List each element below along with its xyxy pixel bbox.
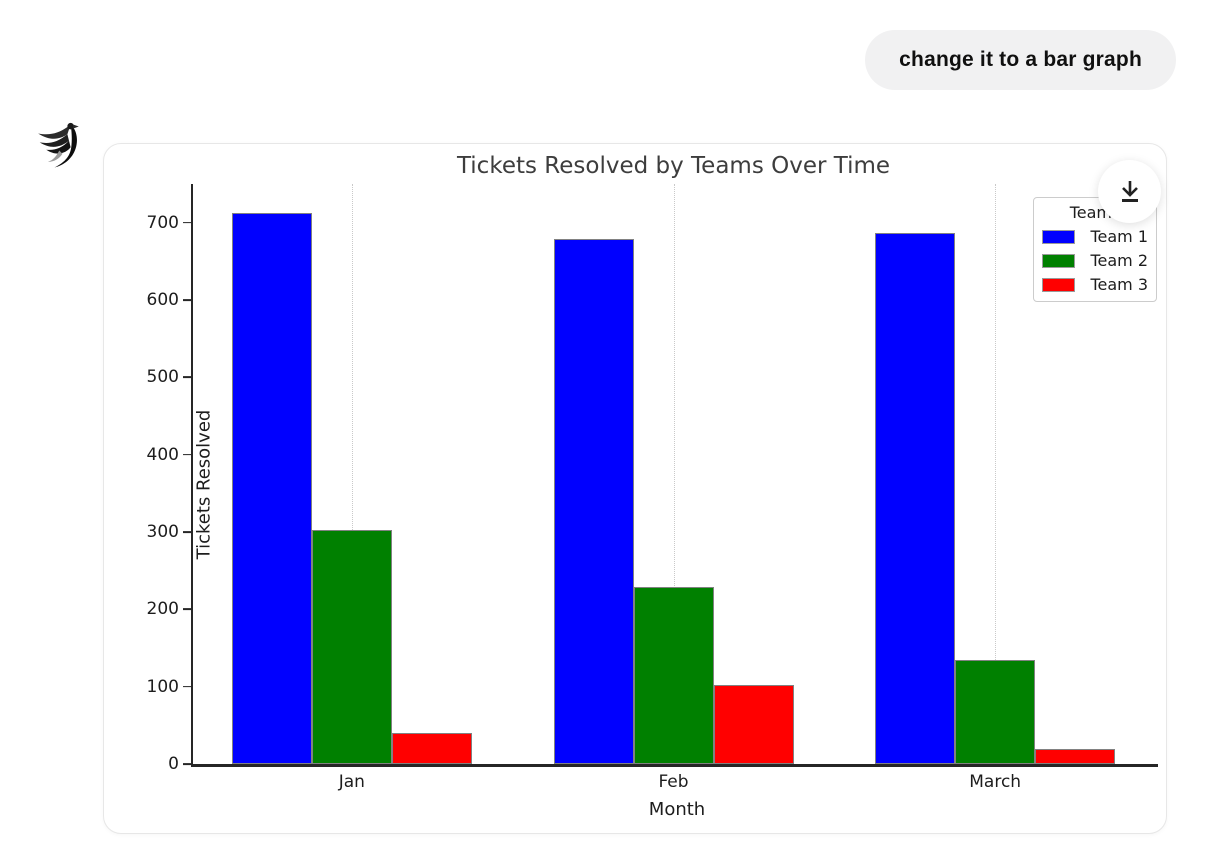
legend-swatch xyxy=(1042,277,1075,292)
y-tick-mark xyxy=(183,685,191,688)
y-tick-mark xyxy=(183,299,191,301)
legend-label: Team 3 xyxy=(1090,275,1148,294)
bar-team-3-march xyxy=(1035,749,1116,764)
x-tick-label: Jan xyxy=(338,772,365,792)
bar-team-1-jan xyxy=(231,213,312,764)
download-icon xyxy=(1121,180,1138,202)
legend-item: Team 2 xyxy=(1042,251,1148,270)
user-message-text: change it to a bar graph xyxy=(899,48,1142,71)
plot-area: 0 100 200 300 400 500 600 700 Jan Feb March Month… xyxy=(147,184,1158,820)
y-tick-label: 100 xyxy=(146,676,179,697)
assistant-avatar xyxy=(30,118,82,170)
bar-team-3-jan xyxy=(391,733,472,764)
x-gridline xyxy=(673,184,675,764)
legend-item: Team 3 xyxy=(1042,275,1148,294)
legend-swatch xyxy=(1042,229,1075,244)
y-tick-label: 200 xyxy=(146,599,179,620)
bar-team-2-feb xyxy=(633,586,714,764)
user-message-bubble: change it to a bar graph xyxy=(865,30,1176,90)
bar-team-1-march xyxy=(875,232,956,764)
x-tick-label: Feb xyxy=(658,772,689,792)
x-gridline xyxy=(351,184,353,764)
y-tick-mark xyxy=(183,531,191,533)
legend-item: Team 1 xyxy=(1042,227,1148,246)
y-tick-label: 400 xyxy=(146,444,179,465)
x-gridline xyxy=(995,184,997,764)
chart-card: Tickets Resolved by Teams Over Time 0 100… xyxy=(103,143,1167,834)
y-tick-label: 300 xyxy=(146,522,179,542)
y-tick-mark xyxy=(183,221,191,224)
x-axis-spine xyxy=(191,764,1158,767)
y-tick-label: 700 xyxy=(146,212,179,233)
y-axis-label: Tickets Resolved xyxy=(193,409,215,560)
y-tick-label: 0 xyxy=(168,754,179,774)
bar-team-2-jan xyxy=(311,529,392,764)
download-button[interactable] xyxy=(1098,160,1161,223)
bar-team-2-march xyxy=(955,659,1036,764)
y-tick-label: 500 xyxy=(146,367,179,388)
legend-swatch xyxy=(1042,253,1075,268)
y-tick-mark xyxy=(183,376,191,379)
legend-label: Team 2 xyxy=(1090,251,1148,270)
legend: Teams Team 1 Team 2 Team 3 xyxy=(1033,197,1157,302)
y-tick-mark xyxy=(183,453,191,456)
x-tick-label: March xyxy=(969,772,1022,792)
chart-title: Tickets Resolved by Teams Over Time xyxy=(456,153,891,179)
y-tick-mark xyxy=(183,608,191,611)
legend-items: Team 1 Team 2 Team 3 xyxy=(1042,227,1148,294)
y-axis-spine xyxy=(191,184,193,766)
y-tick-mark xyxy=(183,763,191,765)
bird-logo-icon xyxy=(38,122,79,168)
x-axis-label: Month xyxy=(648,799,706,820)
y-tick-label: 600 xyxy=(146,290,179,310)
bar-team-3-feb xyxy=(713,685,794,764)
bar-team-1-feb xyxy=(553,238,634,764)
legend-label: Team 1 xyxy=(1090,227,1148,246)
